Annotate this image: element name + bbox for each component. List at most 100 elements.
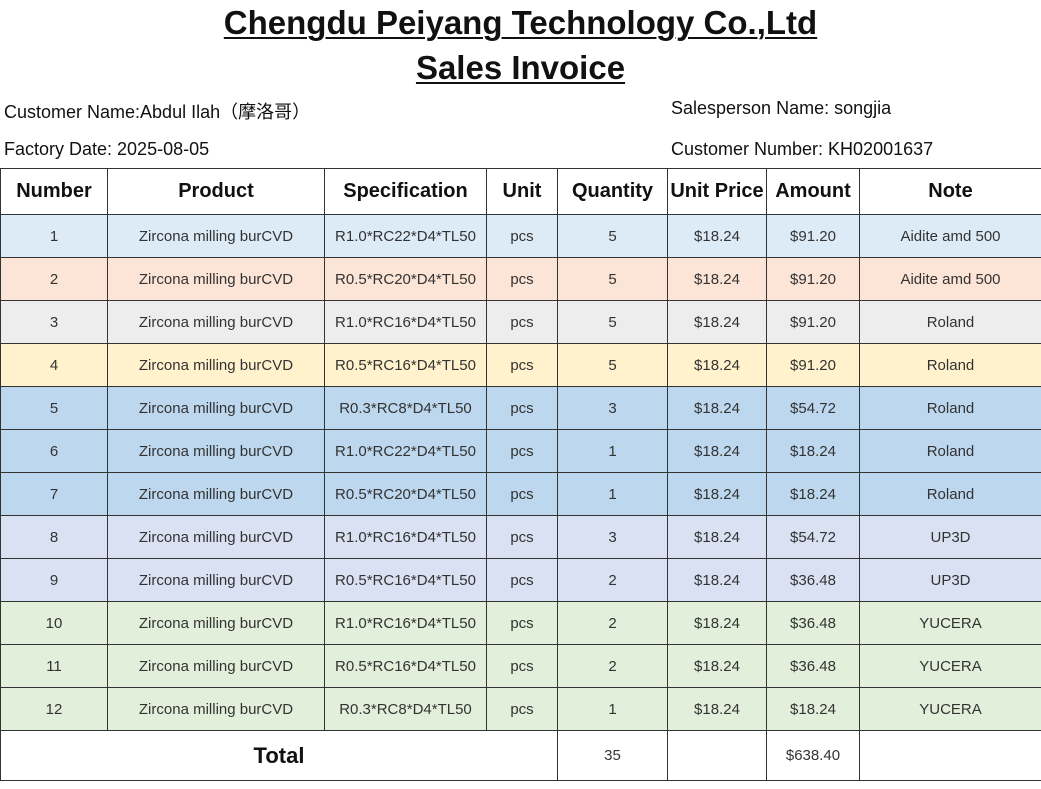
cell-note: YUCERA	[859, 601, 1041, 645]
col-header-amount: Amount	[766, 168, 860, 215]
cell-product: Zircona milling burCVD	[107, 472, 325, 516]
cell-quantity: 2	[557, 644, 668, 688]
cell-unit-price: $18.24	[667, 472, 767, 516]
table-row: 8 Zircona milling burCVD R1.0*RC16*D4*TL50…	[0, 515, 1041, 559]
cell-unit-price: $18.24	[667, 687, 767, 731]
cell-quantity: 1	[557, 472, 668, 516]
table-row: 6 Zircona milling burCVD R1.0*RC22*D4*TL50…	[0, 429, 1041, 473]
cell-unit-price: $18.24	[667, 386, 767, 430]
cell-product: Zircona milling burCVD	[107, 257, 325, 301]
cell-amount: $36.48	[766, 601, 860, 645]
table-row: 12 Zircona milling burCVD R0.3*RC8*D4*TL50…	[0, 687, 1041, 731]
col-header-note: Note	[859, 168, 1041, 215]
cell-unit: pcs	[486, 558, 558, 602]
cell-note: Roland	[859, 300, 1041, 344]
cell-unit: pcs	[486, 214, 558, 258]
cell-product: Zircona milling burCVD	[107, 515, 325, 559]
salesperson-name: Salesperson Name: songjia	[671, 98, 892, 118]
cell-quantity: 2	[557, 601, 668, 645]
cell-number: 4	[0, 343, 108, 387]
invoice-table: Number Product Specification Unit Quanti…	[0, 168, 1041, 781]
cell-unit: pcs	[486, 343, 558, 387]
cell-note: UP3D	[859, 515, 1041, 559]
cell-note: Roland	[859, 386, 1041, 430]
cell-number: 10	[0, 601, 108, 645]
total-unit-price-empty	[667, 730, 767, 781]
cell-specification: R1.0*RC16*D4*TL50	[324, 515, 487, 559]
cell-note: YUCERA	[859, 687, 1041, 731]
cell-unit-price: $18.24	[667, 515, 767, 559]
cell-note: Aidite amd 500	[859, 257, 1041, 301]
factory-date: Factory Date: 2025-08-05	[4, 139, 210, 159]
cell-amount: $18.24	[766, 429, 860, 473]
cell-product: Zircona milling burCVD	[107, 343, 325, 387]
col-header-number: Number	[0, 168, 108, 215]
cell-number: 9	[0, 558, 108, 602]
total-note-empty	[859, 730, 1041, 781]
cell-number: 11	[0, 644, 108, 688]
cell-unit: pcs	[486, 644, 558, 688]
total-quantity: 35	[557, 730, 668, 781]
table-row: 2 Zircona milling burCVD R0.5*RC20*D4*TL50…	[0, 257, 1041, 301]
table-row: 4 Zircona milling burCVD R0.5*RC16*D4*TL50…	[0, 343, 1041, 387]
cell-amount: $36.48	[766, 644, 860, 688]
table-row: 7 Zircona milling burCVD R0.5*RC20*D4*TL50…	[0, 472, 1041, 516]
cell-specification: R0.5*RC16*D4*TL50	[324, 558, 487, 602]
cell-unit-price: $18.24	[667, 257, 767, 301]
cell-unit: pcs	[486, 386, 558, 430]
cell-amount: $91.20	[766, 343, 860, 387]
total-amount: $638.40	[766, 730, 860, 781]
table-row: 1 Zircona milling burCVD R1.0*RC22*D4*TL50…	[0, 214, 1041, 258]
cell-unit: pcs	[486, 257, 558, 301]
cell-quantity: 5	[557, 214, 668, 258]
cell-unit-price: $18.24	[667, 558, 767, 602]
cell-amount: $54.72	[766, 386, 860, 430]
customer-name: Customer Name:Abdul Ilah（摩洛哥）	[4, 102, 311, 122]
cell-product: Zircona milling burCVD	[107, 300, 325, 344]
cell-specification: R0.3*RC8*D4*TL50	[324, 687, 487, 731]
cell-amount: $54.72	[766, 515, 860, 559]
table-row: 3 Zircona milling burCVD R1.0*RC16*D4*TL50…	[0, 300, 1041, 344]
cell-quantity: 1	[557, 687, 668, 731]
table-row: 9 Zircona milling burCVD R0.5*RC16*D4*TL50…	[0, 558, 1041, 602]
cell-quantity: 1	[557, 429, 668, 473]
cell-unit-price: $18.24	[667, 343, 767, 387]
cell-number: 2	[0, 257, 108, 301]
cell-note: YUCERA	[859, 644, 1041, 688]
total-label: Total	[0, 730, 558, 781]
cell-number: 1	[0, 214, 108, 258]
cell-quantity: 3	[557, 386, 668, 430]
cell-amount: $18.24	[766, 472, 860, 516]
cell-note: Roland	[859, 343, 1041, 387]
cell-product: Zircona milling burCVD	[107, 644, 325, 688]
cell-quantity: 3	[557, 515, 668, 559]
cell-unit: pcs	[486, 687, 558, 731]
cell-note: Roland	[859, 472, 1041, 516]
col-header-unit-price: Unit Price	[667, 168, 767, 215]
cell-quantity: 2	[557, 558, 668, 602]
cell-amount: $91.20	[766, 300, 860, 344]
cell-product: Zircona milling burCVD	[107, 601, 325, 645]
header-row: Number Product Specification Unit Quanti…	[0, 168, 1041, 215]
cell-specification: R1.0*RC16*D4*TL50	[324, 601, 487, 645]
cell-number: 8	[0, 515, 108, 559]
cell-specification: R0.5*RC16*D4*TL50	[324, 644, 487, 688]
table-row: 11 Zircona milling burCVD R0.5*RC16*D4*TL5…	[0, 644, 1041, 688]
col-header-unit: Unit	[486, 168, 558, 215]
cell-unit-price: $18.24	[667, 214, 767, 258]
cell-amount: $91.20	[766, 257, 860, 301]
cell-note: UP3D	[859, 558, 1041, 602]
cell-number: 12	[0, 687, 108, 731]
company-name: Chengdu Peiyang Technology Co.,Ltd	[223, 4, 818, 41]
cell-unit: pcs	[486, 601, 558, 645]
cell-unit: pcs	[486, 515, 558, 559]
cell-specification: R0.5*RC20*D4*TL50	[324, 257, 487, 301]
cell-product: Zircona milling burCVD	[107, 214, 325, 258]
cell-quantity: 5	[557, 343, 668, 387]
cell-unit-price: $18.24	[667, 429, 767, 473]
cell-unit-price: $18.24	[667, 300, 767, 344]
cell-number: 3	[0, 300, 108, 344]
cell-product: Zircona milling burCVD	[107, 558, 325, 602]
customer-number: Customer Number: KH02001637	[671, 139, 934, 159]
cell-amount: $18.24	[766, 687, 860, 731]
